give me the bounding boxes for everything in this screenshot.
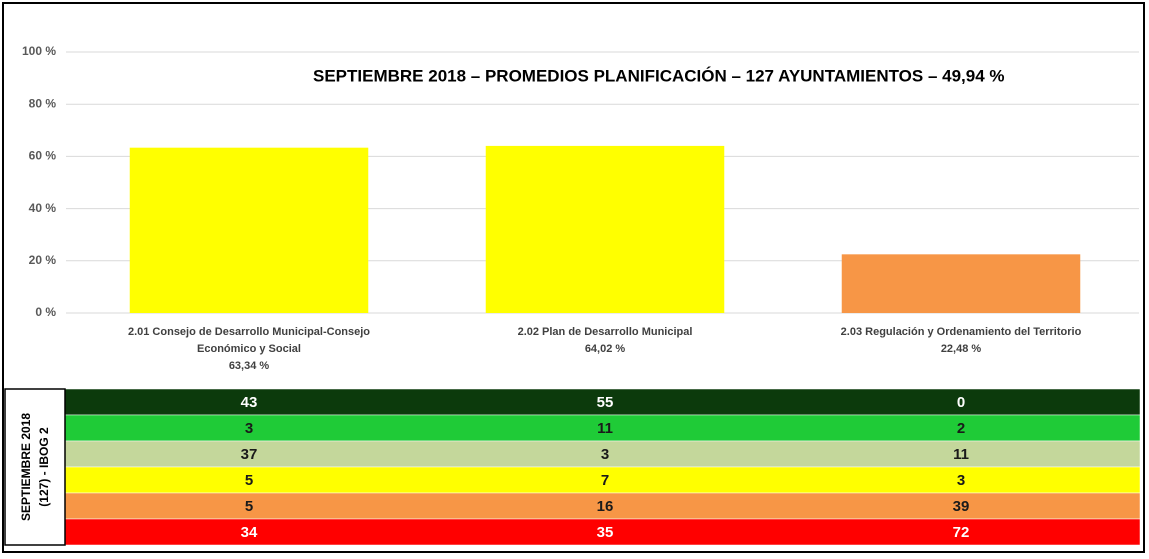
table-cell: 5 — [245, 472, 253, 489]
value-label: 63,34 % — [228, 360, 270, 372]
table-cell: 2 — [957, 420, 965, 437]
y-tick-label: 80 % — [29, 96, 57, 110]
x-tick-label: 2.02 Plan de Desarrollo Municipal 64,02 % — [455, 324, 755, 358]
table-cell: 5 — [245, 498, 253, 515]
table-cell: 7 — [601, 472, 609, 489]
table-row — [64, 388, 1141, 416]
value-label: 64,02 % — [584, 343, 626, 355]
y-tick-label: 60 % — [29, 149, 57, 163]
table-cell: 34 — [241, 524, 258, 541]
table-cell: 11 — [953, 446, 969, 463]
y-tick-label: 100 % — [22, 44, 56, 58]
bar — [485, 145, 725, 313]
table-label: SEPTIEMBRE 2018 — [19, 413, 33, 521]
x-tick-label: 2.03 Regulación y Ordenamiento del Terri… — [811, 324, 1111, 358]
table-cell: 72 — [953, 524, 970, 541]
table-cell: 35 — [597, 524, 614, 541]
table-cell: 0 — [957, 394, 965, 411]
table-cell: 3 — [957, 472, 965, 489]
table-cell: 43 — [241, 394, 258, 411]
table-row — [64, 440, 1141, 468]
y-tick-label: 0 % — [35, 305, 56, 319]
table-label-cell — [4, 388, 66, 546]
table-cell: 3 — [245, 420, 253, 437]
table-label: (127) - IBOG 2 — [37, 427, 51, 507]
chart-title: SEPTIEMBRE 2018 – PROMEDIOS PLANIFICACIÓ… — [313, 66, 1005, 85]
table-cell: 11 — [597, 420, 613, 437]
y-tick-label: 40 % — [29, 201, 57, 215]
table-cell: 37 — [241, 446, 258, 463]
value-label: 22,48 % — [940, 343, 982, 355]
table-cell: 3 — [601, 446, 609, 463]
table-row — [64, 518, 1141, 546]
table-cell: 39 — [953, 498, 970, 515]
bar — [841, 254, 1081, 313]
bar — [129, 147, 369, 313]
y-tick-label: 20 % — [29, 253, 57, 267]
table-row — [64, 414, 1141, 442]
table-cell: 55 — [597, 394, 614, 411]
table-cell: 16 — [597, 498, 614, 515]
x-tick-label: 2.01 Consejo de Desarrollo Municipal-Con… — [99, 324, 399, 375]
